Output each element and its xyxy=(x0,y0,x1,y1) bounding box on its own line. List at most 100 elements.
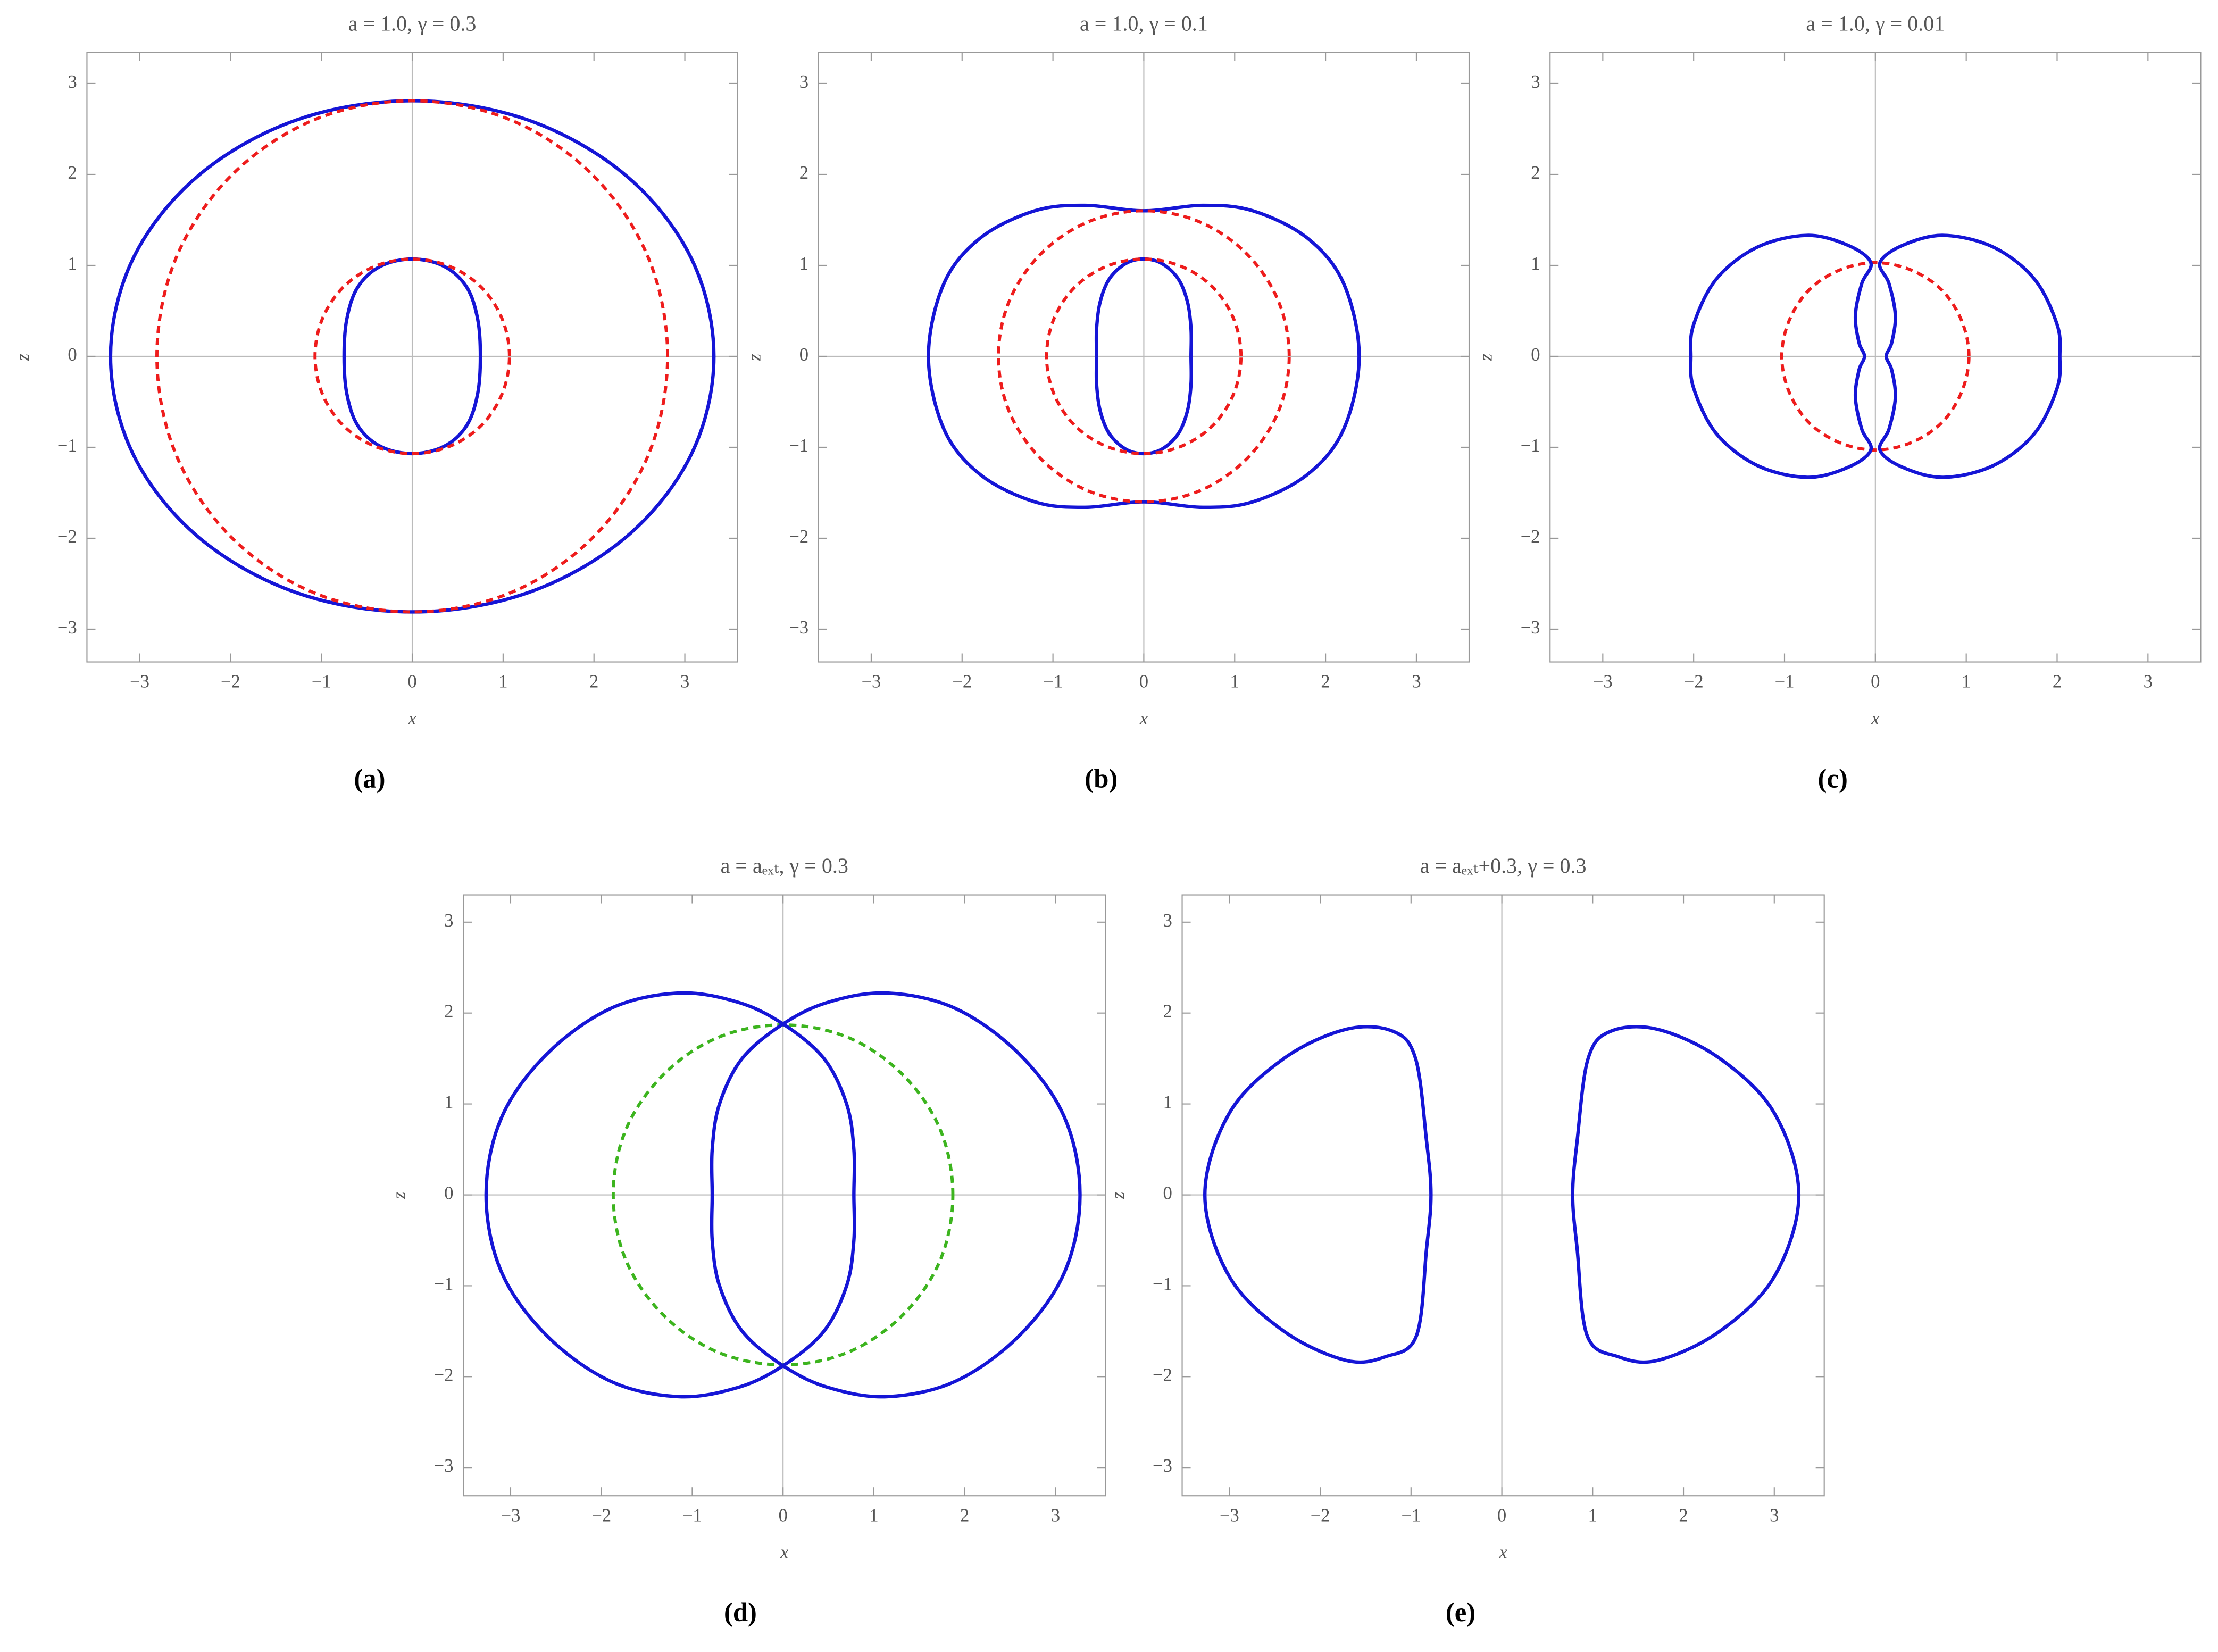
y-tick-label: 2 xyxy=(444,1001,453,1022)
x-tick-label: −1 xyxy=(1775,671,1795,692)
panel-caption: (c) xyxy=(1818,764,1848,794)
x-tick-label: 1 xyxy=(1230,671,1239,692)
x-tick-label: 1 xyxy=(1588,1505,1597,1525)
y-tick-label: 1 xyxy=(444,1092,453,1113)
x-tick-label: 3 xyxy=(680,671,689,692)
x-tick-label: 1 xyxy=(869,1505,878,1525)
x-tick-label: 2 xyxy=(589,671,598,692)
y-tick-label: 0 xyxy=(444,1182,453,1203)
y-tick-label: 2 xyxy=(799,162,808,183)
y-tick-label: 0 xyxy=(799,344,808,365)
y-tick-label: −1 xyxy=(1521,435,1540,456)
curve xyxy=(1878,233,2062,479)
x-tick-label: 0 xyxy=(779,1505,788,1525)
x-axis-label: x xyxy=(1871,708,1880,729)
x-tick-label: 2 xyxy=(1321,671,1330,692)
x-tick-label: 2 xyxy=(960,1505,969,1525)
x-tick-label: 3 xyxy=(2144,671,2153,692)
y-tick-label: 3 xyxy=(1163,910,1172,931)
y-tick-label: 1 xyxy=(1163,1092,1172,1113)
x-tick-label: 0 xyxy=(1139,671,1148,692)
y-tick-label: −2 xyxy=(434,1364,454,1385)
panel-caption: (d) xyxy=(724,1597,757,1627)
panel-caption: (a) xyxy=(354,764,385,794)
x-axis-label: x xyxy=(1139,708,1148,729)
panel-caption: (e) xyxy=(1446,1597,1475,1627)
y-tick-label: −1 xyxy=(57,435,77,456)
x-tick-label: 3 xyxy=(1412,671,1421,692)
x-axis-label: x xyxy=(1498,1542,1507,1563)
x-tick-label: −2 xyxy=(1684,671,1704,692)
x-tick-label: 2 xyxy=(2053,671,2062,692)
x-tick-label: −3 xyxy=(861,671,881,692)
x-tick-label: −2 xyxy=(221,671,240,692)
x-tick-label: −1 xyxy=(1401,1505,1421,1525)
x-axis-label: x xyxy=(780,1542,789,1563)
y-tick-label: 3 xyxy=(799,71,808,92)
panel: −3 −2 −1 0 1 2 3 −3 −2 −1 0 1 2 3 a = 1.0, γ = 0.1 x z (b… xyxy=(744,11,1470,794)
x-tick-label: 1 xyxy=(498,671,507,692)
y-tick-label: 3 xyxy=(1531,71,1540,92)
y-axis-label: z xyxy=(1107,1191,1128,1199)
y-tick-label: −3 xyxy=(434,1455,454,1476)
y-tick-label: −2 xyxy=(789,526,808,547)
x-tick-label: −2 xyxy=(1311,1505,1330,1525)
y-tick-label: 1 xyxy=(799,253,808,274)
y-tick-label: 3 xyxy=(444,910,453,931)
y-tick-label: 2 xyxy=(1163,1001,1172,1022)
y-tick-label: −1 xyxy=(434,1273,454,1294)
y-tick-label: −3 xyxy=(789,617,808,638)
x-tick-label: −2 xyxy=(952,671,972,692)
x-tick-label: −3 xyxy=(130,671,149,692)
y-tick-label: 0 xyxy=(68,344,77,365)
x-tick-label: 3 xyxy=(1051,1505,1060,1525)
curve xyxy=(313,257,511,455)
panel-caption: (b) xyxy=(1085,764,1118,794)
panel-title: a = 1.0, γ = 0.1 xyxy=(1080,11,1208,35)
x-tick-label: −3 xyxy=(501,1505,520,1525)
curve xyxy=(1571,1025,1801,1364)
y-tick-label: 1 xyxy=(68,253,77,274)
x-tick-label: −3 xyxy=(1593,671,1613,692)
curve xyxy=(484,991,856,1399)
curve xyxy=(611,1023,955,1367)
curve xyxy=(927,203,1361,510)
y-tick-label: 0 xyxy=(1163,1182,1172,1203)
curve xyxy=(155,99,670,614)
curve xyxy=(1203,1025,1433,1364)
x-tick-label: 2 xyxy=(1679,1505,1688,1525)
y-tick-label: 1 xyxy=(1531,253,1540,274)
curve xyxy=(710,991,1082,1399)
x-tick-label: −2 xyxy=(591,1505,611,1525)
y-tick-label: 3 xyxy=(68,71,77,92)
y-tick-label: 2 xyxy=(68,162,77,183)
x-tick-label: 0 xyxy=(407,671,416,692)
panel-title: a = aₑₓₜ+0.3, γ = 0.3 xyxy=(1420,854,1587,878)
y-tick-label: −3 xyxy=(1153,1455,1172,1476)
curve xyxy=(342,257,482,456)
x-tick-label: −3 xyxy=(1220,1505,1239,1525)
panel-title: a = aₑₓₜ, γ = 0.3 xyxy=(721,854,848,878)
y-axis-label: z xyxy=(744,353,764,361)
y-tick-label: −2 xyxy=(57,526,77,547)
panel-title: a = 1.0, γ = 0.01 xyxy=(1806,11,1945,35)
x-tick-label: 0 xyxy=(1871,671,1880,692)
x-tick-label: −1 xyxy=(682,1505,702,1525)
y-tick-label: −3 xyxy=(1521,617,1540,638)
y-tick-label: −2 xyxy=(1153,1364,1172,1385)
panel: −3 −2 −1 0 1 2 3 −3 −2 −1 0 1 2 3 a = aₑₓₜ+0.3, γ = 0.… xyxy=(1107,854,1825,1627)
panel: −3 −2 −1 0 1 2 3 −3 −2 −1 0 1 2 3 a = aₑₓₜ, γ = 0.3 x z (… xyxy=(389,854,1106,1627)
curve xyxy=(1780,261,1971,452)
curve xyxy=(1045,257,1243,455)
x-tick-label: −1 xyxy=(312,671,331,692)
x-tick-label: −1 xyxy=(1043,671,1063,692)
panel-title: a = 1.0, γ = 0.3 xyxy=(348,11,477,35)
curve xyxy=(1689,233,1873,479)
x-axis-label: x xyxy=(407,708,416,729)
y-axis-label: z xyxy=(12,353,33,361)
y-tick-label: −1 xyxy=(789,435,808,456)
y-tick-label: −2 xyxy=(1521,526,1540,547)
y-tick-label: −1 xyxy=(1153,1273,1172,1294)
y-tick-label: 2 xyxy=(1531,162,1540,183)
